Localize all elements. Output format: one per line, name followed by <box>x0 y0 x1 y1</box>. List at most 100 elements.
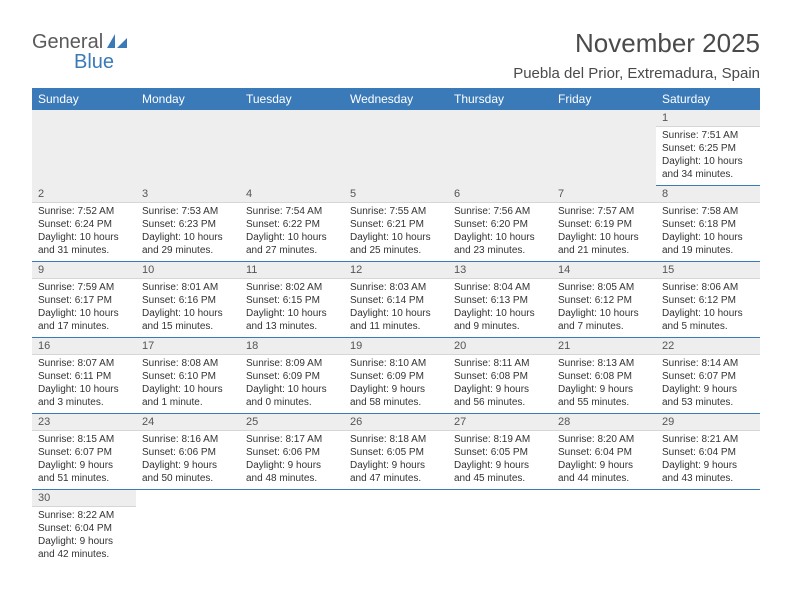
brand-secondary: Blue <box>74 52 129 72</box>
sunrise-text: Sunrise: 8:19 AM <box>454 433 546 446</box>
day-number: 27 <box>448 414 552 431</box>
sunrise-text: Sunrise: 8:13 AM <box>558 357 650 370</box>
day-info: Sunrise: 7:58 AMSunset: 6:18 PMDaylight:… <box>656 203 760 261</box>
day-info: Sunrise: 8:08 AMSunset: 6:10 PMDaylight:… <box>136 355 240 413</box>
sunset-text: Sunset: 6:05 PM <box>350 446 442 459</box>
daylight-text: Daylight: 10 hours and 25 minutes. <box>350 231 442 257</box>
day-info: Sunrise: 7:56 AMSunset: 6:20 PMDaylight:… <box>448 203 552 261</box>
sunset-text: Sunset: 6:24 PM <box>38 218 130 231</box>
calendar-day-cell: 28Sunrise: 8:20 AMSunset: 6:04 PMDayligh… <box>552 414 656 490</box>
calendar-day-cell: 17Sunrise: 8:08 AMSunset: 6:10 PMDayligh… <box>136 338 240 414</box>
day-number: 8 <box>656 186 760 203</box>
day-info: Sunrise: 8:15 AMSunset: 6:07 PMDaylight:… <box>32 431 136 489</box>
sunrise-text: Sunrise: 7:53 AM <box>142 205 234 218</box>
day-number: 26 <box>344 414 448 431</box>
calendar-day-cell: 5Sunrise: 7:55 AMSunset: 6:21 PMDaylight… <box>344 186 448 262</box>
daylight-text: Daylight: 10 hours and 13 minutes. <box>246 307 338 333</box>
calendar-week: 2Sunrise: 7:52 AMSunset: 6:24 PMDaylight… <box>32 186 760 262</box>
daylight-text: Daylight: 10 hours and 1 minute. <box>142 383 234 409</box>
day-number: 11 <box>240 262 344 279</box>
day-header: Wednesday <box>344 88 448 110</box>
calendar-day-cell: 14Sunrise: 8:05 AMSunset: 6:12 PMDayligh… <box>552 262 656 338</box>
sunrise-text: Sunrise: 8:15 AM <box>38 433 130 446</box>
day-number: 5 <box>344 186 448 203</box>
calendar-day-cell: 19Sunrise: 8:10 AMSunset: 6:09 PMDayligh… <box>344 338 448 414</box>
sunrise-text: Sunrise: 8:11 AM <box>454 357 546 370</box>
sunrise-text: Sunrise: 8:20 AM <box>558 433 650 446</box>
sunset-text: Sunset: 6:09 PM <box>246 370 338 383</box>
daylight-text: Daylight: 10 hours and 5 minutes. <box>662 307 754 333</box>
day-number: 20 <box>448 338 552 355</box>
calendar-empty-cell <box>240 490 344 566</box>
day-number: 6 <box>448 186 552 203</box>
sunrise-text: Sunrise: 7:52 AM <box>38 205 130 218</box>
day-number: 12 <box>344 262 448 279</box>
calendar-header-row: SundayMondayTuesdayWednesdayThursdayFrid… <box>32 88 760 110</box>
daylight-text: Daylight: 9 hours and 42 minutes. <box>38 535 130 561</box>
day-info: Sunrise: 8:22 AMSunset: 6:04 PMDaylight:… <box>32 507 136 565</box>
calendar-week: 1Sunrise: 7:51 AMSunset: 6:25 PMDaylight… <box>32 110 760 186</box>
daylight-text: Daylight: 10 hours and 21 minutes. <box>558 231 650 257</box>
day-info: Sunrise: 8:09 AMSunset: 6:09 PMDaylight:… <box>240 355 344 413</box>
day-number: 16 <box>32 338 136 355</box>
sunrise-text: Sunrise: 7:55 AM <box>350 205 442 218</box>
day-header: Saturday <box>656 88 760 110</box>
sunset-text: Sunset: 6:06 PM <box>142 446 234 459</box>
sunset-text: Sunset: 6:07 PM <box>662 370 754 383</box>
sunrise-text: Sunrise: 8:01 AM <box>142 281 234 294</box>
sunrise-text: Sunrise: 8:05 AM <box>558 281 650 294</box>
day-info: Sunrise: 8:21 AMSunset: 6:04 PMDaylight:… <box>656 431 760 489</box>
calendar-table: SundayMondayTuesdayWednesdayThursdayFrid… <box>32 88 760 565</box>
day-info: Sunrise: 8:01 AMSunset: 6:16 PMDaylight:… <box>136 279 240 337</box>
day-info: Sunrise: 8:20 AMSunset: 6:04 PMDaylight:… <box>552 431 656 489</box>
daylight-text: Daylight: 10 hours and 11 minutes. <box>350 307 442 333</box>
calendar-week: 9Sunrise: 7:59 AMSunset: 6:17 PMDaylight… <box>32 262 760 338</box>
day-info: Sunrise: 7:59 AMSunset: 6:17 PMDaylight:… <box>32 279 136 337</box>
sunset-text: Sunset: 6:04 PM <box>662 446 754 459</box>
day-info: Sunrise: 8:02 AMSunset: 6:15 PMDaylight:… <box>240 279 344 337</box>
daylight-text: Daylight: 9 hours and 43 minutes. <box>662 459 754 485</box>
sunrise-text: Sunrise: 8:16 AM <box>142 433 234 446</box>
sunrise-text: Sunrise: 8:14 AM <box>662 357 754 370</box>
sunset-text: Sunset: 6:18 PM <box>662 218 754 231</box>
day-header: Sunday <box>32 88 136 110</box>
day-number: 10 <box>136 262 240 279</box>
daylight-text: Daylight: 10 hours and 23 minutes. <box>454 231 546 257</box>
calendar-day-cell: 10Sunrise: 8:01 AMSunset: 6:16 PMDayligh… <box>136 262 240 338</box>
calendar-day-cell: 26Sunrise: 8:18 AMSunset: 6:05 PMDayligh… <box>344 414 448 490</box>
day-number: 18 <box>240 338 344 355</box>
daylight-text: Daylight: 10 hours and 7 minutes. <box>558 307 650 333</box>
day-info: Sunrise: 8:14 AMSunset: 6:07 PMDaylight:… <box>656 355 760 413</box>
page-header: General Blue November 2025 Puebla del Pr… <box>32 28 760 82</box>
sunset-text: Sunset: 6:12 PM <box>662 294 754 307</box>
daylight-text: Daylight: 10 hours and 31 minutes. <box>38 231 130 257</box>
day-header: Friday <box>552 88 656 110</box>
calendar-day-cell: 7Sunrise: 7:57 AMSunset: 6:19 PMDaylight… <box>552 186 656 262</box>
sunrise-text: Sunrise: 8:02 AM <box>246 281 338 294</box>
day-number: 23 <box>32 414 136 431</box>
daylight-text: Daylight: 10 hours and 15 minutes. <box>142 307 234 333</box>
daylight-text: Daylight: 10 hours and 17 minutes. <box>38 307 130 333</box>
day-info: Sunrise: 8:16 AMSunset: 6:06 PMDaylight:… <box>136 431 240 489</box>
calendar-week: 30Sunrise: 8:22 AMSunset: 6:04 PMDayligh… <box>32 490 760 566</box>
sunset-text: Sunset: 6:22 PM <box>246 218 338 231</box>
sunset-text: Sunset: 6:20 PM <box>454 218 546 231</box>
sunset-text: Sunset: 6:12 PM <box>558 294 650 307</box>
day-info: Sunrise: 7:55 AMSunset: 6:21 PMDaylight:… <box>344 203 448 261</box>
day-number: 24 <box>136 414 240 431</box>
sunset-text: Sunset: 6:17 PM <box>38 294 130 307</box>
calendar-day-cell: 27Sunrise: 8:19 AMSunset: 6:05 PMDayligh… <box>448 414 552 490</box>
day-info: Sunrise: 7:52 AMSunset: 6:24 PMDaylight:… <box>32 203 136 261</box>
calendar-week: 23Sunrise: 8:15 AMSunset: 6:07 PMDayligh… <box>32 414 760 490</box>
month-title: November 2025 <box>513 28 760 59</box>
day-info: Sunrise: 8:07 AMSunset: 6:11 PMDaylight:… <box>32 355 136 413</box>
calendar-day-cell: 16Sunrise: 8:07 AMSunset: 6:11 PMDayligh… <box>32 338 136 414</box>
day-number: 22 <box>656 338 760 355</box>
daylight-text: Daylight: 10 hours and 27 minutes. <box>246 231 338 257</box>
calendar-empty-cell <box>136 110 240 186</box>
daylight-text: Daylight: 10 hours and 29 minutes. <box>142 231 234 257</box>
brand-logo: General Blue <box>32 28 129 72</box>
calendar-day-cell: 18Sunrise: 8:09 AMSunset: 6:09 PMDayligh… <box>240 338 344 414</box>
daylight-text: Daylight: 10 hours and 19 minutes. <box>662 231 754 257</box>
sunset-text: Sunset: 6:06 PM <box>246 446 338 459</box>
